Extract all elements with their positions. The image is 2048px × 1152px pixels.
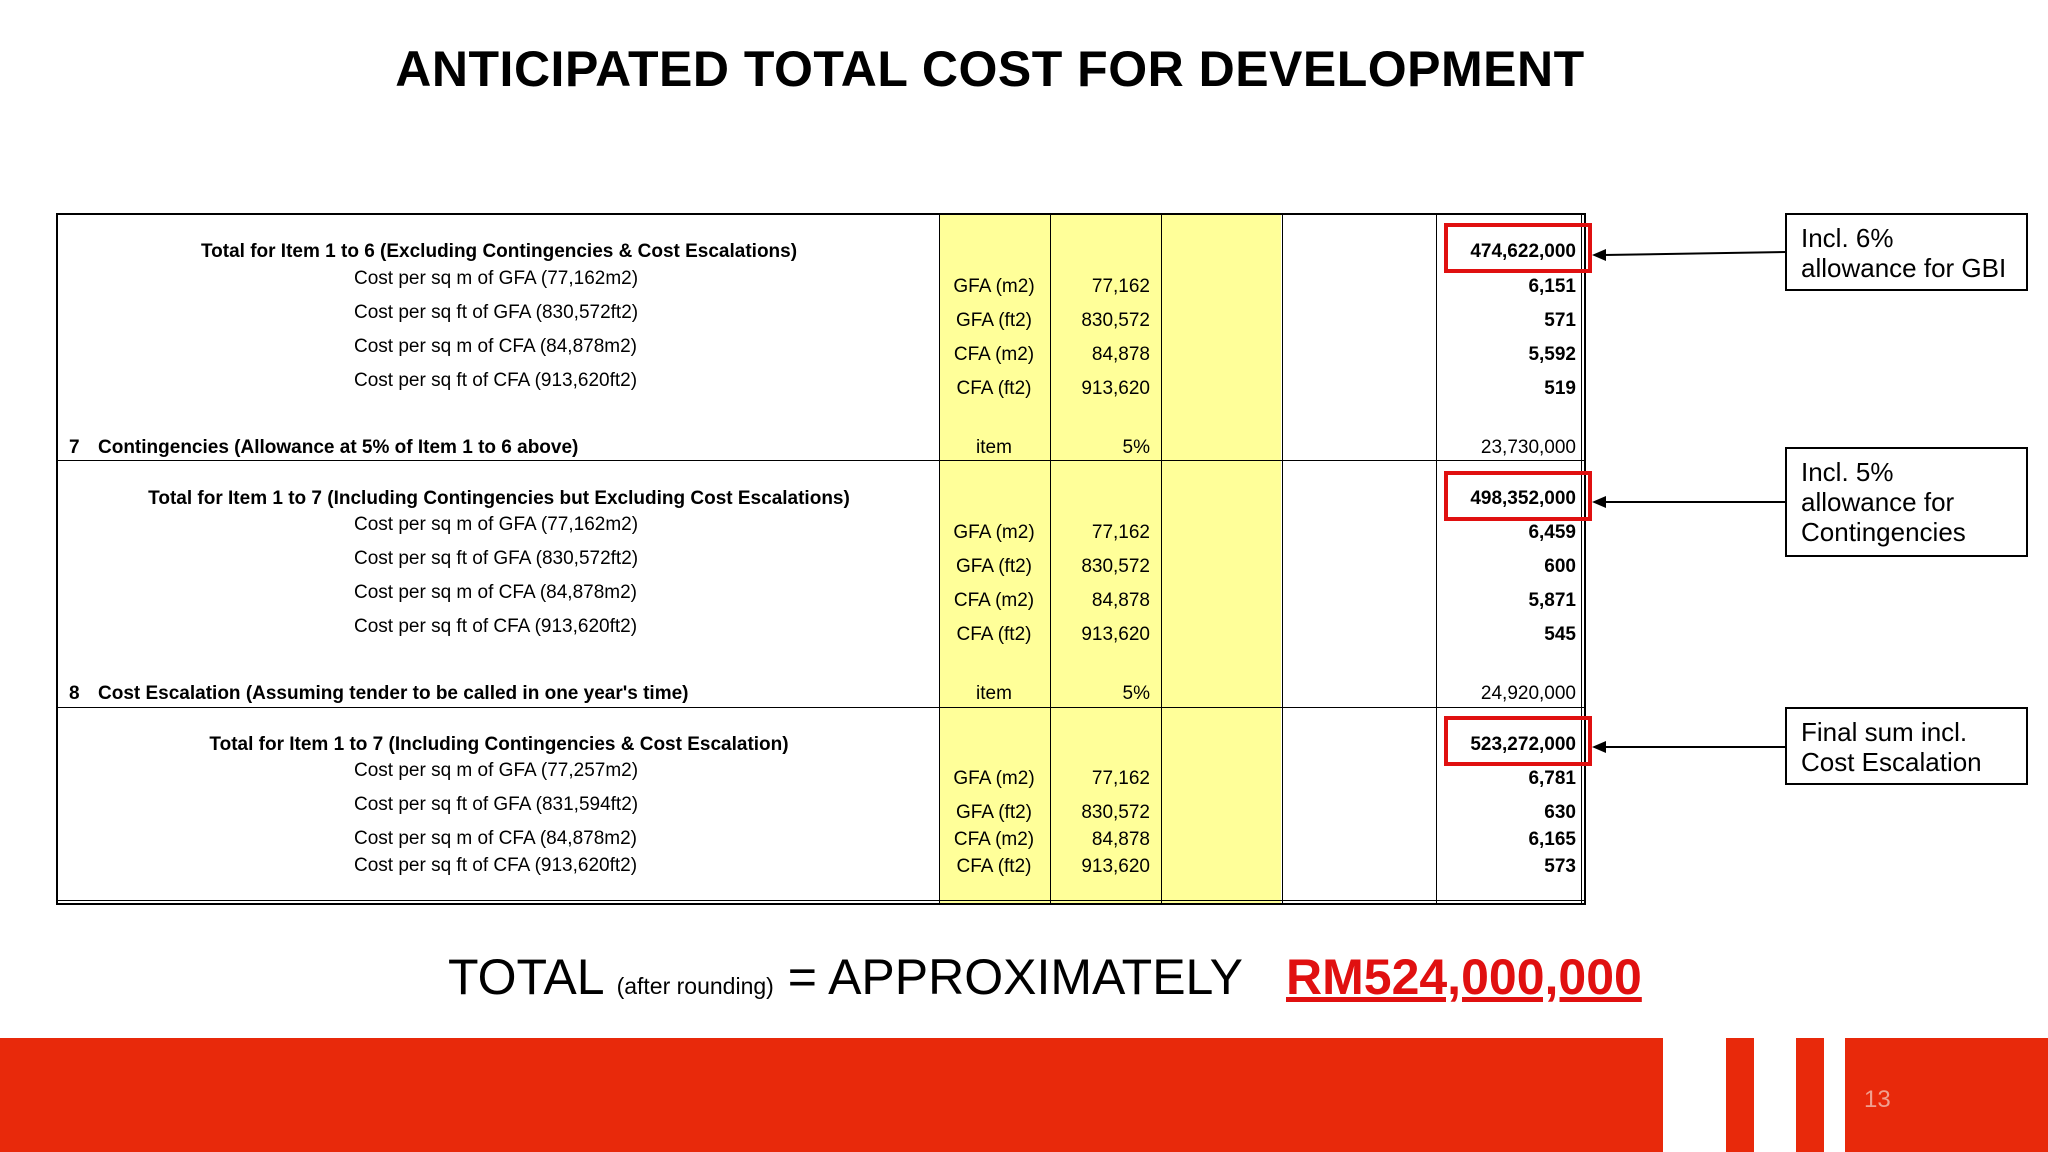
- section-2-total-value: 498,352,000: [1470, 488, 1576, 509]
- table-row-label: Cost per sq ft of CFA (913,620ft2): [354, 616, 638, 637]
- table-row-value: 630: [1544, 802, 1576, 823]
- table-row-label: Cost per sq ft of GFA (830,572ft2): [354, 302, 639, 323]
- arrow-icon: [1592, 741, 1786, 753]
- footer-stripe: [1726, 1038, 1754, 1152]
- item-unit: item: [976, 437, 1012, 458]
- table-row-label: Cost per sq m of GFA (77,162m2): [354, 268, 639, 289]
- item-rate: 5%: [1122, 683, 1150, 704]
- table-row-unit: CFA (ft2): [956, 378, 1032, 399]
- highlight-box-total-1: [1444, 223, 1592, 273]
- section-divider: [56, 707, 1586, 708]
- table-row-label: Cost per sq ft of CFA (913,620ft2): [354, 855, 638, 876]
- table-row-area: 77,162: [1091, 522, 1150, 543]
- note-cost-escalation: Final sum incl. Cost Escalation: [1785, 707, 2028, 785]
- table-row-area: 84,878: [1091, 829, 1150, 850]
- table-row-label: Cost per sq ft of GFA (831,594ft2): [354, 794, 639, 815]
- section-2-total-label: Total for Item 1 to 7 (Including Conting…: [148, 488, 850, 509]
- item-label: Contingencies (Allowance at 5% of Item 1…: [98, 437, 579, 458]
- table-row-label: Cost per sq ft of GFA (830,572ft2): [354, 548, 639, 569]
- table-row-area: 77,162: [1091, 276, 1150, 297]
- column-divider: [939, 213, 940, 903]
- table-row-unit: GFA (m2): [953, 276, 1035, 297]
- footer-bar: [0, 1038, 1663, 1152]
- yellow-columns: [939, 213, 1281, 903]
- arrow-icon: [1592, 249, 1787, 261]
- note-contingencies: Incl. 5% allowance for Contingencies: [1785, 447, 2028, 557]
- section-3-total-label: Total for Item 1 to 7 (Including Conting…: [209, 734, 789, 755]
- grand-total: TOTAL (after rounding) = APPROXIMATELY R…: [448, 948, 1642, 1006]
- section-divider: [56, 460, 1586, 461]
- table-row-value: 6,151: [1528, 276, 1576, 297]
- table-row-value: 573: [1544, 856, 1576, 877]
- table-row-unit: GFA (ft2): [955, 802, 1033, 823]
- table-row-unit: CFA (m2): [953, 344, 1035, 365]
- arrow-icon: [1592, 496, 1786, 508]
- item-label: Cost Escalation (Assuming tender to be c…: [98, 683, 689, 704]
- table-row-label: Cost per sq ft of CFA (913,620ft2): [354, 370, 638, 391]
- column-divider: [1161, 213, 1162, 903]
- section-3-total-value: 523,272,000: [1470, 734, 1576, 755]
- item-value: 23,730,000: [1480, 437, 1576, 458]
- table-border: [56, 213, 1586, 905]
- table-row-label: Cost per sq m of GFA (77,162m2): [354, 514, 639, 535]
- table-row-area: 830,572: [1081, 310, 1150, 331]
- table-row-area: 913,620: [1081, 378, 1150, 399]
- table-row-value: 5,871: [1528, 590, 1576, 611]
- total-amount: RM524,000,000: [1286, 949, 1642, 1005]
- table-row-area: 830,572: [1081, 802, 1150, 823]
- table-row-unit: CFA (m2): [953, 590, 1035, 611]
- item-unit: item: [976, 683, 1012, 704]
- table-row-label: Cost per sq m of CFA (84,878m2): [354, 828, 638, 849]
- note-gbi: Incl. 6% allowance for GBI: [1785, 213, 2028, 291]
- table-row-value: 545: [1544, 624, 1576, 645]
- total-prefix: TOTAL: [448, 949, 603, 1005]
- table-row-unit: CFA (ft2): [956, 856, 1032, 877]
- total-middle: = APPROXIMATELY: [787, 949, 1243, 1005]
- table-row-unit: GFA (ft2): [955, 310, 1033, 331]
- total-qualifier: (after rounding): [616, 973, 774, 999]
- table-row-unit: CFA (ft2): [956, 624, 1032, 645]
- table-row-value: 571: [1544, 310, 1576, 331]
- table-row-unit: GFA (m2): [953, 768, 1035, 789]
- table-row-area: 913,620: [1081, 856, 1150, 877]
- table-row-label: Cost per sq m of CFA (84,878m2): [354, 336, 638, 357]
- table-row-label: Cost per sq m of CFA (84,878m2): [354, 582, 638, 603]
- item-rate: 5%: [1122, 437, 1150, 458]
- table-row-value: 6,165: [1528, 829, 1576, 850]
- column-divider: [1050, 213, 1051, 903]
- table-row-value: 519: [1544, 378, 1576, 399]
- column-divider: [1282, 213, 1283, 903]
- highlight-box-total-2: [1444, 471, 1592, 521]
- table-row-value: 5,592: [1528, 344, 1576, 365]
- footer-block: [1845, 1038, 2048, 1152]
- table-row-area: 830,572: [1081, 556, 1150, 577]
- table-row-area: 77,162: [1091, 768, 1150, 789]
- table-row-value: 6,459: [1528, 522, 1576, 543]
- section-1-total-label: Total for Item 1 to 6 (Excluding Conting…: [200, 241, 798, 262]
- table-row-area: 913,620: [1081, 624, 1150, 645]
- table-row-area: 84,878: [1091, 344, 1150, 365]
- section-1-total-value: 474,622,000: [1470, 241, 1576, 262]
- column-divider: [1436, 213, 1437, 903]
- page-number: 13: [1864, 1086, 1891, 1113]
- page-title: ANTICIPATED TOTAL COST FOR DEVELOPMENT: [395, 41, 1585, 97]
- table-row-label: Cost per sq m of GFA (77,257m2): [354, 760, 639, 781]
- table-row-unit: GFA (ft2): [955, 556, 1033, 577]
- highlight-box-total-3: [1444, 716, 1592, 766]
- table-row-value: 600: [1544, 556, 1576, 577]
- table-row-value: 6,781: [1528, 768, 1576, 789]
- cost-table: Total for Item 1 to 6 (Excluding Conting…: [56, 213, 1590, 906]
- table-row-unit: CFA (m2): [953, 829, 1035, 850]
- table-row-area: 84,878: [1091, 590, 1150, 611]
- item-number: 8: [69, 683, 80, 704]
- item-number: 7: [69, 437, 80, 458]
- item-value: 24,920,000: [1480, 683, 1576, 704]
- footer-stripe: [1796, 1038, 1824, 1152]
- table-row-unit: GFA (m2): [953, 522, 1035, 543]
